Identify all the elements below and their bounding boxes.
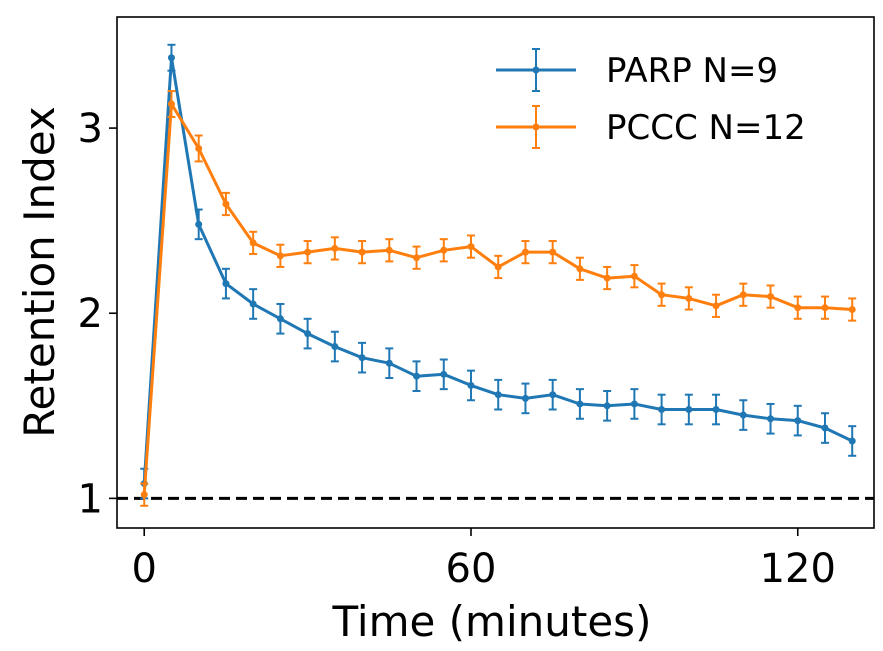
data-point [739,411,747,419]
data-point [440,246,448,254]
data-point [712,406,720,414]
data-point [767,293,775,301]
data-layer [117,43,874,507]
data-point [249,300,257,308]
data-point [140,491,148,499]
y-axis-label: Retention Index [15,106,64,438]
x-tick-label: 60 [446,546,497,592]
data-point [385,359,393,367]
data-point [848,306,856,314]
data-point [712,302,720,310]
data-point [249,239,257,247]
data-point [222,200,230,208]
data-point [521,248,529,256]
data-point [794,417,802,425]
data-point [195,220,203,228]
series-line [142,102,853,495]
data-point [549,391,557,399]
data-point [658,291,666,299]
data-point [331,244,339,252]
data-point [767,415,775,423]
legend-label: PARP N=9 [606,51,778,91]
legend-item: PCCC N=12 [496,105,806,149]
data-point [385,246,393,254]
data-point [167,100,175,108]
series-1 [140,43,857,500]
data-point [603,274,611,282]
data-point [467,243,475,251]
data-point [413,372,421,380]
data-point [603,402,611,410]
data-point [658,406,666,414]
series-2 [140,90,857,507]
x-tick-label: 0 [132,546,157,592]
data-point [739,291,747,299]
plot-frame [116,16,875,529]
x-tick-label: 120 [760,546,836,592]
data-point [630,272,638,280]
data-point [821,304,829,312]
data-point [222,280,230,288]
data-point [848,437,856,445]
data-point [685,406,693,414]
x-axis-label: Time (minutes) [332,597,652,646]
data-point [467,381,475,389]
data-point [521,394,529,402]
data-point [358,248,366,256]
y-tick-label: 1 [78,476,103,522]
data-point [276,315,284,323]
data-point [794,304,802,312]
data-point [630,400,638,408]
legend-item: PARP N=9 [496,48,778,92]
data-point [576,400,584,408]
y-axis: 1 2 3 [78,106,117,522]
x-axis: 0 60 120 [132,528,836,592]
y-tick-label: 3 [78,106,103,152]
data-point [304,330,312,338]
data-point [276,252,284,260]
data-point [304,248,312,256]
data-point [576,265,584,273]
data-point [821,424,829,432]
legend: PARP N=9 PCCC N=12 [496,48,806,149]
data-point [685,294,693,302]
legend-label: PCCC N=12 [606,108,806,148]
data-point [331,343,339,351]
legend-marker [532,66,540,74]
data-point [494,263,502,271]
data-point [195,144,203,152]
data-point [358,354,366,362]
data-point [549,248,557,256]
data-point [167,54,175,62]
data-point [494,391,502,399]
legend-marker [532,123,540,131]
data-point [440,370,448,378]
y-tick-label: 2 [78,291,103,337]
data-point [413,254,421,262]
